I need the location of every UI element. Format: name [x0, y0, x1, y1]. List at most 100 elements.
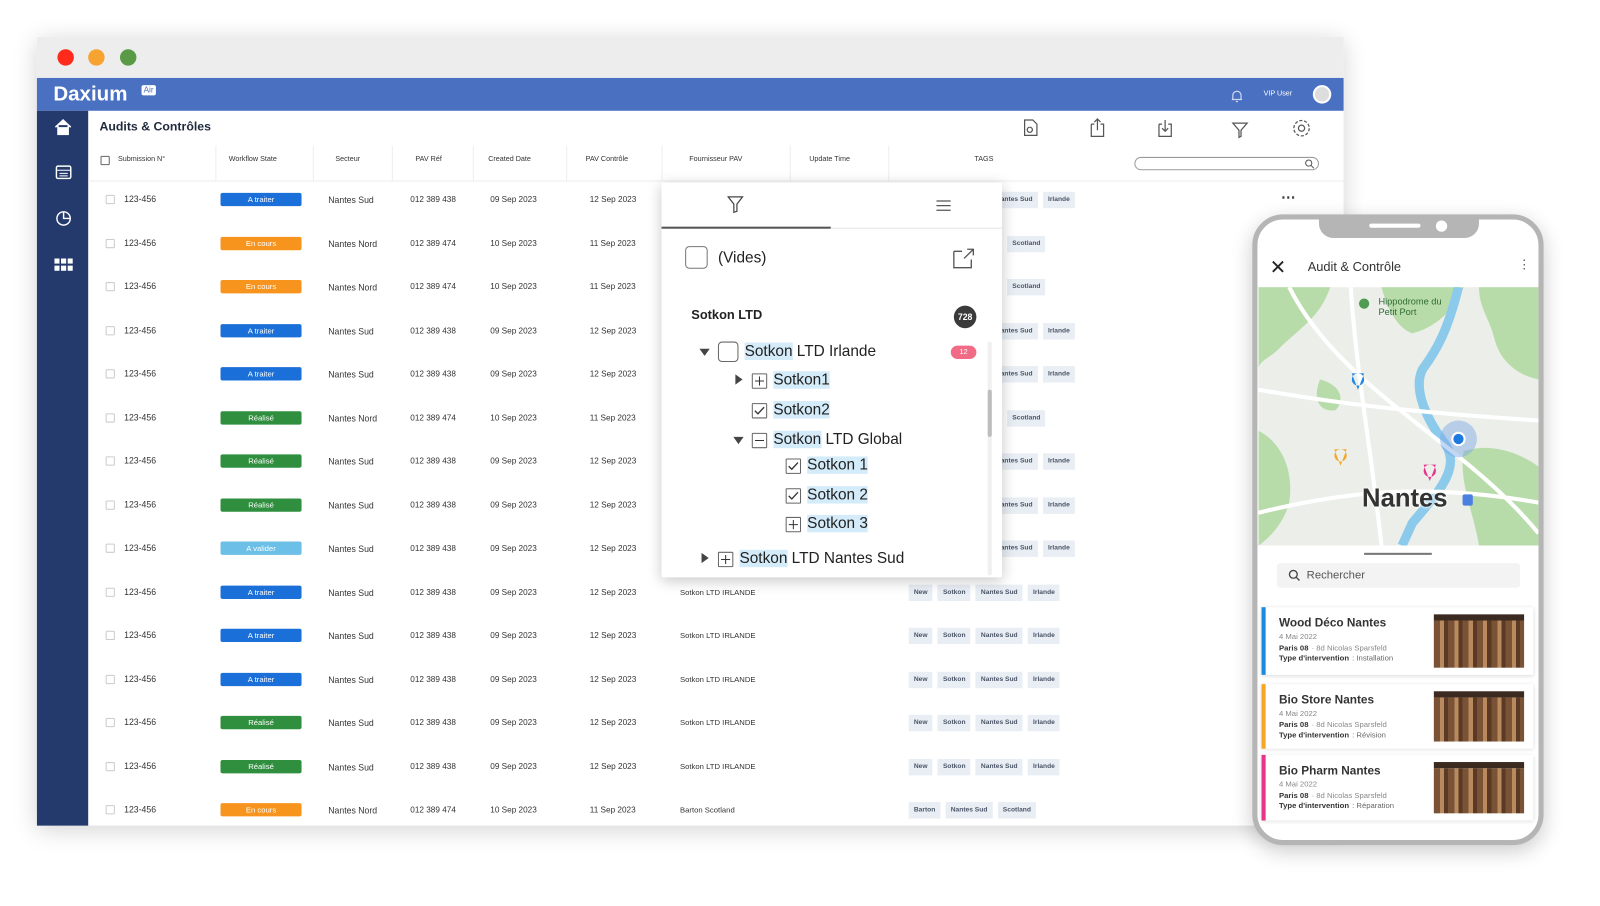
tag[interactable]: Nantes Sud	[975, 584, 1023, 601]
tree-checkbox[interactable]	[751, 432, 768, 448]
tree-toggle[interactable]	[735, 374, 743, 385]
tag[interactable]: Sotkon	[937, 627, 971, 645]
column-header[interactable]: Submission N°	[117, 155, 166, 164]
row-checkbox[interactable]	[105, 194, 115, 205]
minimize-dot[interactable]	[88, 49, 105, 66]
tree-label[interactable]: Sotkon LTD Irlande	[744, 342, 876, 361]
row-checkbox[interactable]	[105, 238, 115, 248]
tag[interactable]: Irlande	[1027, 584, 1060, 601]
tag[interactable]: New	[908, 714, 933, 732]
search-box[interactable]	[1134, 156, 1319, 171]
tag[interactable]: Irlande	[1042, 453, 1075, 470]
filter-tab-icon[interactable]	[727, 196, 744, 214]
row-checkbox[interactable]	[105, 282, 115, 292]
column-header[interactable]: Secteur	[335, 155, 361, 164]
bell-icon[interactable]	[1230, 89, 1244, 103]
row-checkbox[interactable]	[105, 587, 115, 597]
chart-icon[interactable]	[55, 210, 71, 226]
row-checkbox[interactable]	[105, 369, 115, 379]
tag[interactable]: Sotkon	[937, 584, 971, 601]
tree-toggle[interactable]	[701, 552, 709, 564]
tree-label[interactable]: Sotkon 2	[807, 486, 868, 504]
tag[interactable]: New	[908, 584, 933, 601]
tree-checkbox[interactable]	[717, 551, 734, 567]
column-header[interactable]: PAV Réf	[415, 155, 442, 164]
tree-label[interactable]: Sotkon1	[773, 371, 830, 389]
column-header[interactable]: Update Time	[809, 155, 850, 164]
column-header[interactable]: TAGS	[974, 155, 994, 164]
empty-option[interactable]: (Vides)	[717, 249, 767, 267]
row-checkbox[interactable]	[105, 456, 115, 466]
row-checkbox[interactable]	[105, 412, 115, 423]
close-dot[interactable]	[57, 49, 74, 66]
avatar[interactable]	[1312, 85, 1332, 104]
tag[interactable]: Scotland	[1007, 409, 1046, 427]
maximize-dot[interactable]	[119, 49, 137, 66]
row-checkbox[interactable]	[105, 717, 115, 728]
tree-checkbox[interactable]	[751, 372, 768, 389]
tag[interactable]: Irlande	[1027, 758, 1060, 775]
tag[interactable]: Irlande	[1027, 714, 1060, 732]
tag[interactable]: Sotkon	[937, 714, 971, 732]
tree-toggle[interactable]	[699, 348, 710, 356]
empty-checkbox[interactable]	[685, 246, 708, 269]
tree-checkbox[interactable]	[785, 487, 802, 504]
tree-label[interactable]: Sotkon 1	[807, 456, 868, 474]
column-header[interactable]: PAV Contrôle	[585, 155, 629, 164]
row-checkbox[interactable]	[105, 630, 115, 640]
tag[interactable]: Irlande	[1042, 540, 1075, 557]
tag[interactable]: Irlande	[1027, 627, 1060, 645]
phone-search[interactable]	[1276, 563, 1520, 588]
tree-label[interactable]: Sotkon LTD Global	[773, 430, 902, 449]
tree-checkbox[interactable]	[751, 402, 768, 418]
scroll-thumb[interactable]	[987, 389, 992, 437]
tag[interactable]: Irlande	[1042, 191, 1075, 209]
tag[interactable]: Nantes Sud	[990, 322, 1038, 339]
tag[interactable]: New	[908, 758, 933, 775]
tree-checkbox[interactable]	[717, 341, 739, 363]
row-checkbox[interactable]	[105, 761, 115, 771]
tag[interactable]: Irlande	[1042, 322, 1075, 339]
row-checkbox[interactable]	[105, 499, 115, 510]
home-icon[interactable]	[54, 119, 72, 136]
close-icon[interactable]	[1272, 260, 1284, 273]
tag[interactable]: Nantes Sud	[945, 802, 993, 819]
tag[interactable]: Irlande	[1042, 366, 1075, 383]
tag[interactable]: Nantes Sud	[975, 627, 1023, 645]
tag[interactable]: Scotland	[997, 802, 1037, 819]
export-icon[interactable]	[953, 247, 976, 269]
tag[interactable]: Sotkon	[937, 671, 971, 688]
tag[interactable]: Sotkon	[937, 758, 971, 775]
column-header[interactable]: Workflow State	[228, 155, 277, 164]
row-checkbox[interactable]	[105, 674, 115, 684]
phone-menu[interactable]: ⋮	[1517, 257, 1531, 272]
tag[interactable]: Nantes Sud	[990, 453, 1038, 470]
row-checkbox[interactable]	[105, 325, 115, 335]
columns-tab-icon[interactable]	[936, 200, 951, 211]
tree-label[interactable]: Sotkon LTD Nantes Sud	[739, 549, 904, 568]
tag[interactable]: Nantes Sud	[975, 671, 1023, 688]
more-button[interactable]: ⋯	[1281, 188, 1297, 206]
tag[interactable]: Scotland	[1007, 235, 1046, 252]
tree-toggle[interactable]	[733, 436, 744, 445]
header-checkbox[interactable]	[100, 155, 110, 166]
tag[interactable]: Scotland	[1007, 278, 1046, 296]
tag[interactable]: Nantes Sud	[975, 714, 1023, 732]
tag[interactable]: Nantes Sud	[990, 191, 1038, 209]
column-header[interactable]: Fournisseur PAV	[689, 155, 743, 164]
tag[interactable]: Nantes Sud	[990, 366, 1038, 383]
tree-checkbox[interactable]	[785, 457, 802, 474]
tag[interactable]: Irlande	[1042, 496, 1075, 514]
tag[interactable]: Nantes Sud	[990, 496, 1038, 514]
calendar-icon[interactable]	[55, 164, 72, 180]
tag[interactable]: Nantes Sud	[990, 540, 1038, 557]
toolbar-icons[interactable]	[1021, 117, 1313, 140]
tag[interactable]: New	[908, 627, 933, 645]
column-header[interactable]: Created Date	[488, 155, 531, 164]
row-checkbox[interactable]	[105, 543, 115, 553]
tag[interactable]: New	[908, 671, 933, 688]
tree-label[interactable]: Sotkon2	[773, 401, 830, 419]
tag[interactable]: Barton	[908, 802, 941, 819]
apps-icon[interactable]	[54, 258, 73, 271]
tree-label[interactable]: Sotkon 3	[807, 514, 868, 533]
